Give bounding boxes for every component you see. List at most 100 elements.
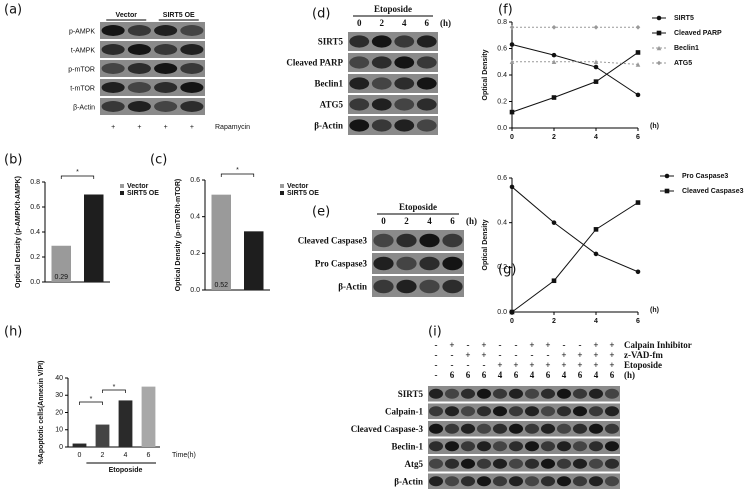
treatment-sign: + — [190, 124, 194, 131]
blot-band — [556, 406, 572, 417]
y-tick-label: 0.6 — [190, 177, 200, 184]
blot-band — [180, 82, 204, 93]
blot-band — [492, 423, 508, 434]
blot-row — [428, 473, 620, 489]
treatment-sign: - — [547, 350, 550, 360]
row-label: Beclin-1 — [392, 441, 424, 451]
point — [551, 95, 557, 100]
blot-band — [428, 423, 444, 434]
group-label: Etoposide — [109, 467, 143, 474]
blot-band — [371, 77, 392, 90]
point — [656, 60, 662, 66]
y-tick-label: 0.2 — [190, 250, 200, 257]
treatment-sign: - — [467, 360, 470, 370]
treatment-name: Calpain Inhibitor — [624, 340, 692, 350]
treatment-sign: + — [593, 360, 598, 370]
value-label: 0.52 — [214, 282, 228, 289]
x-tick-label: 4 — [594, 134, 598, 141]
treatment-sign: + — [577, 350, 582, 360]
bar — [51, 245, 71, 282]
point — [593, 227, 599, 232]
treatment-sign: 4 — [562, 370, 567, 380]
blot-row — [348, 74, 438, 93]
treatment-sign: - — [435, 360, 438, 370]
treatment-name: z-VAD-fm — [624, 350, 663, 360]
series-line — [511, 52, 639, 113]
blot-band — [428, 441, 444, 452]
blot-band — [180, 44, 204, 55]
blot-row — [372, 276, 464, 297]
point — [551, 59, 557, 65]
blot-band — [540, 441, 556, 452]
y-tick-label: 40 — [55, 375, 63, 382]
blot-band — [588, 476, 604, 487]
point — [635, 25, 641, 30]
blot-band — [394, 98, 415, 111]
legend-swatch — [120, 184, 124, 188]
x-tick-label: 0 — [78, 452, 82, 459]
treatment-sign: - — [515, 340, 518, 350]
annotation: * — [76, 169, 79, 176]
y-tick-label: 0.6 — [30, 204, 40, 211]
blot-band — [127, 63, 151, 74]
blot-row — [348, 116, 438, 135]
y-tick-label: 0 — [59, 444, 63, 451]
blot-band — [444, 423, 460, 434]
point — [551, 220, 557, 225]
blot-band — [394, 35, 415, 48]
bar — [72, 443, 87, 447]
row-label: Atg5 — [405, 459, 424, 469]
unit: (h) — [466, 216, 477, 226]
point — [551, 25, 557, 30]
y-tick-label: 30 — [55, 392, 63, 399]
legend-swatch — [280, 191, 284, 195]
y-tick-label: 0.2 — [497, 98, 507, 105]
blot-band — [416, 98, 437, 111]
treatment-sign: - — [499, 340, 502, 350]
significance-bracket — [79, 401, 103, 405]
blot-band — [394, 56, 415, 69]
legend-label: Beclin1 — [674, 45, 699, 52]
y-tick-label: 0.4 — [497, 72, 507, 79]
y-tick-label: 0.0 — [497, 125, 507, 132]
blot-row — [428, 386, 620, 402]
point — [593, 64, 599, 70]
blot-band — [476, 388, 492, 399]
point — [656, 30, 662, 36]
treatment-sign: - — [451, 350, 454, 360]
legend-label: ATG5 — [674, 60, 692, 67]
point — [656, 45, 662, 51]
significance-bracket — [60, 175, 95, 179]
blot-band — [492, 441, 508, 452]
blot-band — [604, 388, 620, 399]
bar — [95, 424, 110, 447]
point — [509, 184, 515, 190]
chart: 0.0 0.2 0.4 0.6 Optical Density (p-mTOR/t-mT… — [175, 167, 319, 294]
lane-label: 4 — [427, 216, 432, 226]
legend-swatch — [120, 191, 124, 195]
y-tick-label: 0.0 — [30, 279, 40, 286]
blot-band — [460, 458, 476, 469]
blot-band — [396, 233, 417, 248]
blot-band — [460, 423, 476, 434]
treatment-sign: + — [593, 340, 598, 350]
header: Etoposide — [399, 202, 437, 212]
treatment-sign: - — [435, 350, 438, 360]
blot-band — [444, 458, 460, 469]
blot-band — [396, 279, 417, 294]
treatment-sign: 6 — [466, 370, 471, 380]
point — [551, 278, 557, 284]
blot-band — [101, 63, 125, 74]
blot-row — [100, 60, 205, 77]
y-tick-label: 20 — [55, 409, 63, 416]
blot-band — [460, 476, 476, 487]
blot-band — [492, 458, 508, 469]
treatment-sign: + — [465, 350, 470, 360]
blot-band — [101, 101, 125, 112]
value-label: 0.29 — [54, 274, 68, 281]
row-label: p-mTOR — [68, 66, 95, 73]
treatment-sign: 6 — [578, 370, 583, 380]
blot-band — [508, 441, 524, 452]
blot-row — [100, 22, 205, 39]
blot-band — [101, 44, 125, 55]
